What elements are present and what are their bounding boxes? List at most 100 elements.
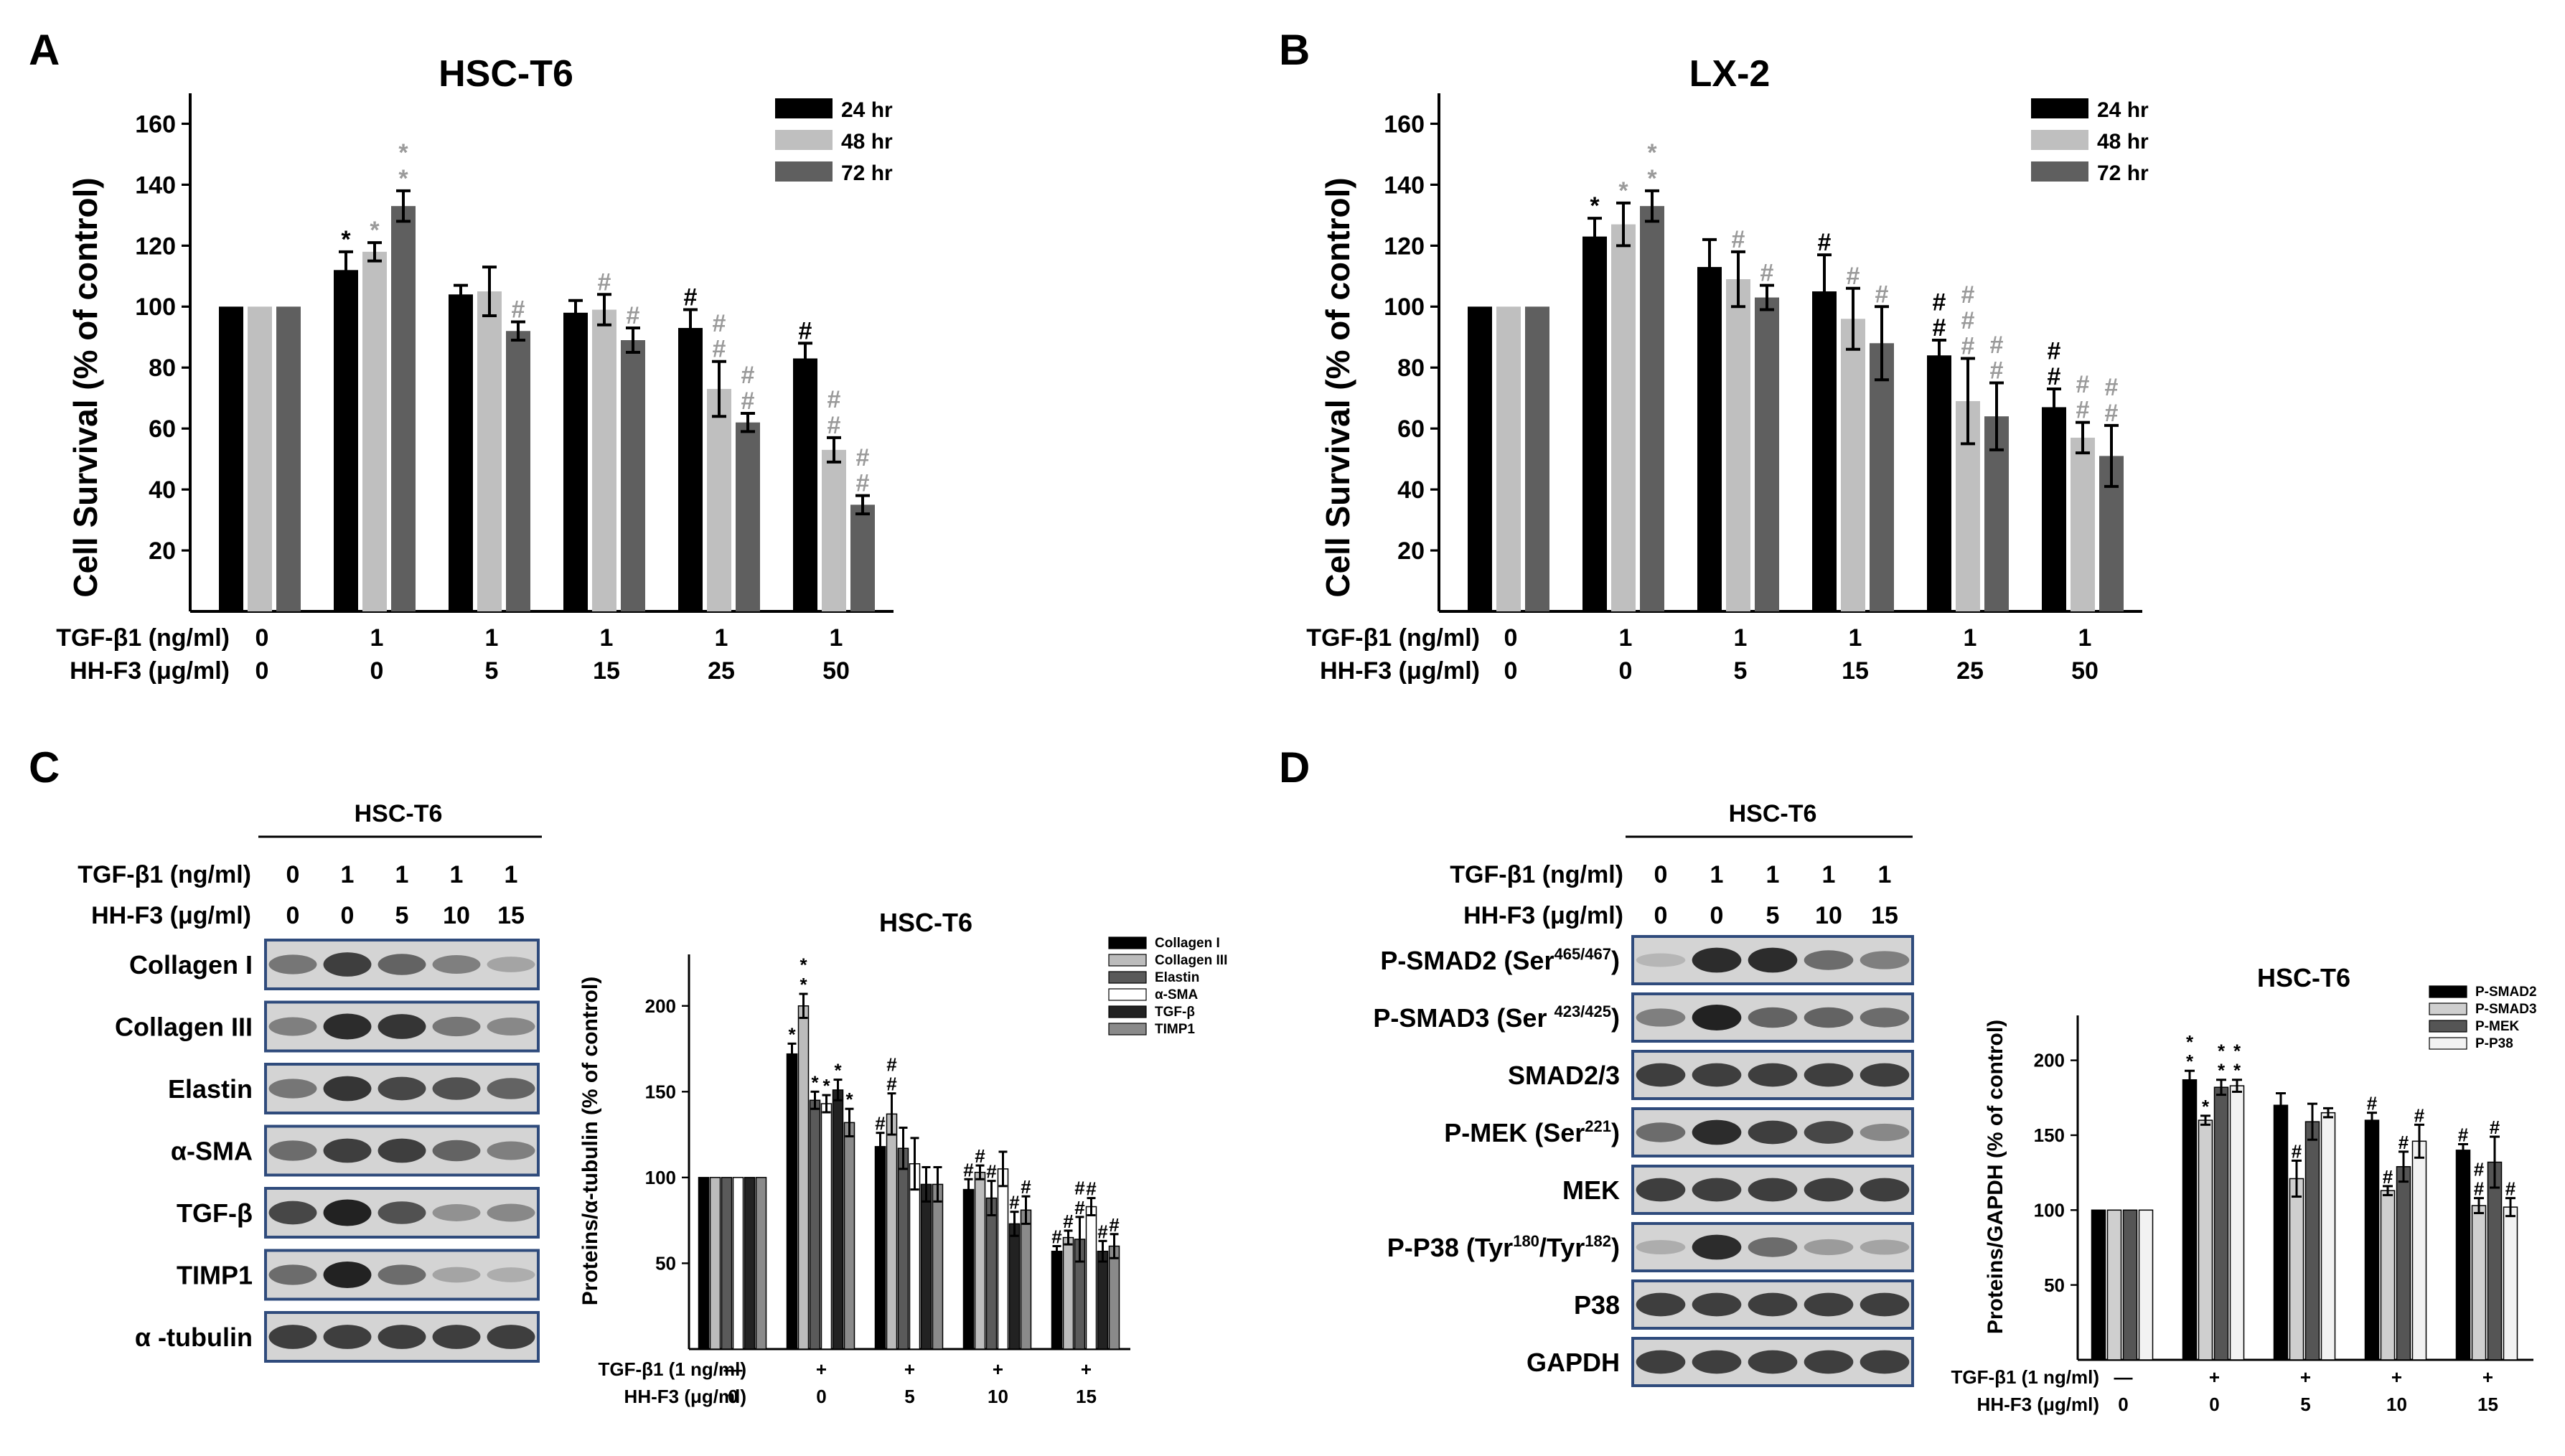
significance-mark: * bbox=[834, 1060, 842, 1081]
bar-tgf- bbox=[1097, 1250, 1109, 1350]
chart-a-tgf-label: TGF-β1 (ng/ml) bbox=[56, 624, 230, 652]
significance-mark: * bbox=[370, 217, 380, 244]
legend-swatch bbox=[2429, 1002, 2467, 1015]
blot-band bbox=[378, 1264, 426, 1285]
bar-p-smad3 bbox=[2289, 1178, 2304, 1361]
bar-72-hr bbox=[1640, 206, 1664, 611]
significance-mark: # bbox=[975, 1145, 985, 1167]
legend-label: P-SMAD3 bbox=[2475, 1002, 2537, 1017]
error-bar bbox=[2474, 1197, 2484, 1214]
blot-band bbox=[1748, 1007, 1798, 1028]
bar-48-hr bbox=[1611, 224, 1636, 611]
error-bar bbox=[367, 241, 382, 263]
error-bar bbox=[933, 1166, 942, 1203]
blot-tgf-value: 1 bbox=[395, 861, 409, 888]
error-bar bbox=[787, 1042, 797, 1066]
legend-label: Collagen I bbox=[1155, 936, 1220, 951]
significance-mark: # bbox=[741, 388, 755, 415]
legend-label: 72 hr bbox=[2097, 161, 2149, 185]
significance-mark: * bbox=[822, 1075, 830, 1096]
blot-d-hh-label: HH-F3 (μg/ml) bbox=[1463, 902, 1623, 929]
error-bar bbox=[998, 1150, 1008, 1188]
legend-swatch bbox=[1108, 971, 1147, 984]
blot-row-label: SMAD2/3 bbox=[1508, 1061, 1620, 1090]
legend-swatch bbox=[775, 98, 833, 118]
error-bar bbox=[1075, 1216, 1084, 1263]
y-tick-label: 150 bbox=[2034, 1124, 2065, 1146]
bar-p-mek bbox=[2304, 1121, 2320, 1361]
significance-mark: # bbox=[875, 1113, 886, 1135]
significance-mark: # bbox=[986, 1161, 997, 1183]
significance-mark: # bbox=[1847, 263, 1860, 290]
significance-mark: * bbox=[398, 139, 408, 166]
legend-label: α-SMA bbox=[1155, 987, 1199, 1002]
blot-band bbox=[378, 1076, 426, 1101]
significance-mark: # bbox=[1961, 307, 1975, 334]
blot-hh-value: 0 bbox=[1654, 902, 1668, 929]
blot-hh-value: 10 bbox=[1815, 902, 1842, 929]
error-bar bbox=[2104, 423, 2119, 488]
blot-band bbox=[1636, 1292, 1686, 1317]
bar-24-hr bbox=[1468, 306, 1492, 611]
error-bar bbox=[845, 1107, 854, 1137]
error-bar bbox=[1645, 189, 1659, 223]
blot-band bbox=[268, 954, 317, 974]
legend-swatch bbox=[2031, 161, 2088, 182]
error-bar bbox=[833, 1079, 843, 1102]
error-bar bbox=[876, 1132, 885, 1162]
hh-value: 0 bbox=[816, 1386, 826, 1407]
chart-d-ylabel: Proteins/GAPDH (% of control) bbox=[1984, 1020, 2007, 1334]
blot-hh-value: 15 bbox=[1871, 902, 1898, 929]
significance-mark: # bbox=[1109, 1214, 1120, 1236]
significance-mark: # bbox=[856, 470, 870, 497]
significance-mark: # bbox=[1732, 226, 1745, 253]
blot-band bbox=[1636, 1178, 1686, 1202]
y-tick-label: 100 bbox=[1384, 293, 1425, 321]
significance-mark: # bbox=[1051, 1226, 1062, 1248]
chart-d: HSC-T6 Proteins/GAPDH (% of control) 501… bbox=[1951, 963, 2536, 1415]
error-bar bbox=[1702, 238, 1717, 296]
chart-c-hh-label: HH-F3 (μg/ml) bbox=[624, 1386, 746, 1407]
significance-mark: # bbox=[2105, 374, 2119, 401]
bar-elastin bbox=[985, 1197, 998, 1350]
bar-collagen-i bbox=[786, 1053, 798, 1350]
significance-mark: * bbox=[2186, 1031, 2194, 1053]
legend-swatch bbox=[2031, 130, 2088, 150]
legend-label: 24 hr bbox=[841, 98, 893, 122]
blot-band bbox=[432, 1077, 481, 1100]
blot-band bbox=[1636, 1122, 1686, 1142]
blot-band bbox=[378, 1014, 426, 1039]
bar-tgf- bbox=[1008, 1223, 1021, 1350]
significance-mark: # bbox=[2505, 1178, 2516, 1200]
error-bar bbox=[1760, 283, 1774, 311]
significance-mark: # bbox=[1961, 332, 1975, 360]
blot-hh-value: 0 bbox=[1710, 902, 1724, 929]
bar-collagen-iii bbox=[886, 1113, 898, 1350]
blot-band bbox=[1860, 1123, 1910, 1142]
significance-mark: # bbox=[2490, 1117, 2500, 1138]
error-bar bbox=[987, 1180, 996, 1216]
legend-label: P-MEK bbox=[2475, 1019, 2520, 1034]
blot-band bbox=[378, 954, 426, 975]
blot-tgf-value: 1 bbox=[505, 861, 518, 888]
blot-band bbox=[487, 1267, 535, 1282]
tgf-sign: + bbox=[2482, 1366, 2493, 1388]
blot-band bbox=[268, 1140, 317, 1161]
bar-timp1 bbox=[843, 1122, 855, 1350]
significance-mark: # bbox=[963, 1159, 974, 1180]
blot-row-label: MEK bbox=[1562, 1175, 1620, 1205]
bar-elastin bbox=[809, 1099, 821, 1350]
blot-band bbox=[323, 952, 372, 977]
legend-label: P-SMAD2 bbox=[2475, 985, 2537, 1000]
blot-band bbox=[1636, 1063, 1686, 1087]
blot-band bbox=[1636, 953, 1686, 967]
blot-hh-value: 15 bbox=[497, 902, 525, 929]
error-bar bbox=[1087, 1197, 1096, 1216]
tgf-value: 1 bbox=[1619, 624, 1633, 652]
error-bar bbox=[1010, 1211, 1019, 1237]
blot-row-label: P-SMAD2 (Ser465/467) bbox=[1380, 945, 1620, 975]
hh-value: 5 bbox=[2300, 1394, 2310, 1415]
chart-d-hh-label: HH-F3 (μg/ml) bbox=[1977, 1394, 2099, 1415]
blot-band bbox=[1804, 1292, 1854, 1317]
blot-band bbox=[323, 1262, 372, 1288]
